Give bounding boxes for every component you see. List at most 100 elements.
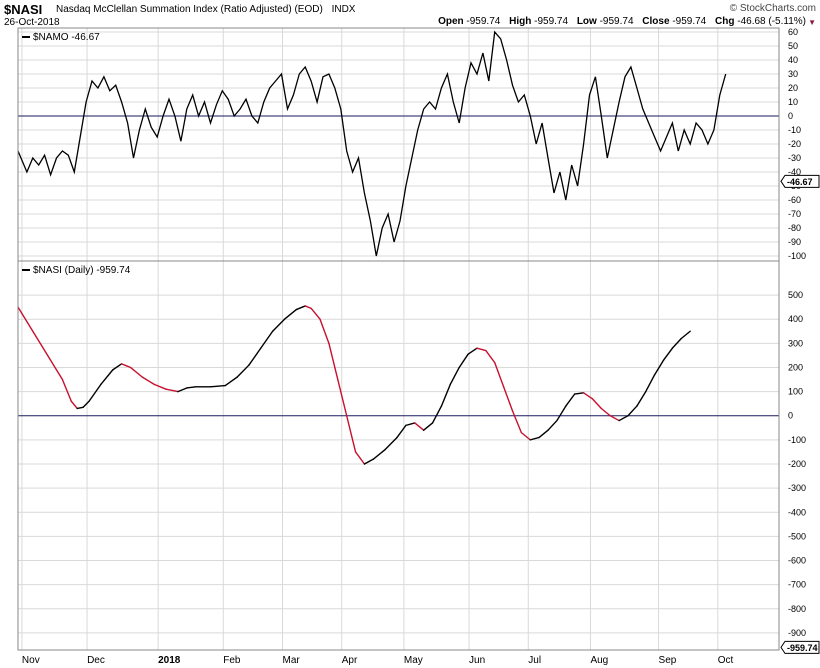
index-name: Nasdaq McClellan Summation Index (Ratio …: [56, 4, 323, 15]
chg-value: -46.68 (-5.11%): [737, 16, 806, 27]
nasi-series-segment: [112, 363, 123, 371]
nasi-series-segment: [82, 400, 90, 408]
nasi-series-segment: [283, 308, 298, 320]
x-axis-label: Aug: [590, 655, 608, 666]
nasi-series-segment: [32, 330, 49, 357]
y-tick-label: -200: [788, 459, 806, 469]
last-value-marker: [780, 174, 820, 188]
y-tick-label: 60: [788, 27, 798, 37]
y-tick-label: 20: [788, 83, 798, 93]
nasi-series-segment: [304, 305, 312, 310]
low-label: Low: [576, 16, 597, 27]
nasi-series-segment: [186, 386, 197, 389]
close-value: -959.74: [672, 16, 707, 27]
nasi-series-segment: [511, 410, 523, 434]
brand-logo: © StockCharts.com: [729, 3, 816, 14]
nasi-series-segment: [653, 359, 665, 376]
nasi-series-segment: [295, 305, 306, 311]
y-tick-label: 100: [788, 387, 803, 397]
nasi-series-segment: [354, 451, 366, 465]
x-axis-label: Oct: [718, 655, 734, 666]
nasi-series-segment: [363, 458, 375, 465]
nasi-series-segment: [662, 347, 674, 361]
close-label: Close: [642, 16, 670, 27]
y-tick-label: 10: [788, 97, 798, 107]
y-tick-label: 400: [788, 314, 803, 324]
nasi-series-segment: [573, 392, 585, 395]
nasi-series-segment: [372, 448, 386, 460]
chg-label: Chg: [715, 16, 735, 27]
y-tick-label: -300: [788, 483, 806, 493]
nasi-series-segment: [209, 384, 226, 388]
nasi-series-segment: [345, 415, 357, 453]
nasi-series-segment: [17, 306, 34, 332]
x-axis-label: Jul: [528, 655, 541, 666]
nasi-series-segment: [236, 364, 250, 378]
y-tick-label: 50: [788, 41, 798, 51]
y-tick-label: -40: [788, 167, 801, 177]
nasi-series-segment: [141, 376, 155, 386]
y-tick-label: -60: [788, 195, 801, 205]
nasi-series-segment: [494, 361, 505, 388]
nasi-series-segment: [440, 383, 452, 407]
nasi-series-segment: [485, 349, 496, 364]
nasi-series-segment: [680, 330, 691, 340]
y-tick-label: -20: [788, 139, 801, 149]
y-tick-label: -600: [788, 556, 806, 566]
down-triangle-icon: ▼: [808, 18, 816, 27]
nasi-series-segment: [431, 405, 443, 424]
y-tick-label: -700: [788, 580, 806, 590]
y-tick-label: -10: [788, 125, 801, 135]
y-tick-label: -800: [788, 604, 806, 614]
open-value: -959.74: [466, 16, 501, 27]
nasi-series-segment: [70, 400, 78, 410]
nasi-series-segment: [129, 366, 144, 378]
chart-symbol: $NASI: [4, 2, 43, 17]
nasi-series-segment: [165, 388, 179, 393]
nasi-series-segment: [645, 374, 656, 393]
y-tick-label: -100: [788, 251, 806, 261]
last-value-label: -46.67: [787, 177, 813, 187]
nasi-series-segment: [520, 431, 531, 441]
y-tick-label: -100: [788, 435, 806, 445]
nasi-series-segment: [46, 354, 64, 381]
nasi-series-segment: [449, 366, 460, 386]
nasi-series-segment: [224, 376, 238, 387]
panel-legend: $NASI (Daily) -959.74: [33, 265, 131, 276]
nasi-series-segment: [458, 353, 469, 369]
exchange-label: INDX: [331, 4, 356, 15]
nasi-series-segment: [422, 422, 434, 431]
nasi-series-segment: [538, 429, 549, 439]
nasi-series-segment: [591, 398, 603, 410]
nasi-series-segment: [547, 419, 558, 431]
nasi-series-segment: [88, 383, 102, 402]
y-tick-label: 300: [788, 338, 803, 348]
panel-legend: $NAMO -46.67: [33, 32, 100, 43]
ohlc-readout: Open -959.74 High -959.74 Low -959.74 Cl…: [438, 16, 806, 27]
x-axis-label: Mar: [282, 655, 300, 666]
chart-date: 26-Oct-2018: [4, 17, 60, 28]
open-label: Open: [438, 16, 464, 27]
nasi-series-segment: [61, 378, 72, 402]
x-axis-label: Apr: [342, 655, 358, 666]
x-axis-label: Dec: [87, 655, 105, 666]
nasi-series-segment: [609, 415, 620, 422]
x-axis-label: Feb: [223, 655, 241, 666]
y-tick-label: -30: [788, 153, 801, 163]
nasi-series-segment: [100, 369, 114, 386]
y-tick-label: -900: [788, 628, 806, 638]
high-value: -959.74: [534, 16, 569, 27]
x-axis-label: Sep: [659, 655, 677, 666]
x-axis-label: May: [404, 655, 423, 666]
nasi-series-segment: [76, 406, 84, 410]
nasi-series-segment: [636, 390, 647, 407]
nasi-series-segment: [328, 342, 339, 381]
y-tick-label: -500: [788, 531, 806, 541]
x-axis-label: 2018: [158, 655, 181, 666]
y-tick-label: 500: [788, 290, 803, 300]
nasi-series-segment: [337, 378, 348, 417]
nasi-series-segment: [467, 347, 478, 355]
nasi-series-segment: [627, 405, 638, 417]
nasi-series-segment: [319, 318, 330, 345]
panel-frame: [17, 260, 780, 651]
